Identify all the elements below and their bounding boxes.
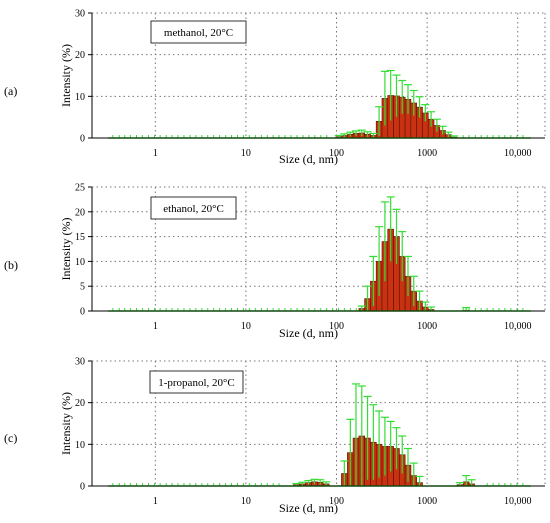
y-axis-label: Intensity (%) bbox=[59, 44, 73, 107]
x-tick-label: 1000 bbox=[417, 148, 437, 159]
x-tick-label: 1 bbox=[153, 148, 158, 159]
x-tick-label: 100 bbox=[329, 321, 344, 332]
x-axis-label: Size (d, nm) bbox=[279, 501, 338, 515]
x-tick-label: 1 bbox=[153, 321, 158, 332]
y-tick-label: 10 bbox=[75, 92, 85, 103]
y-tick-label: 25 bbox=[75, 183, 85, 194]
chart-panel-3: 0 10 20 30 1 10 100 1000 10,000 Size (d, nm) Inten… bbox=[59, 357, 546, 515]
y-tick-label: 30 bbox=[75, 357, 85, 368]
y-tick-label: 30 bbox=[75, 9, 85, 20]
x-axis-label: Size (d, nm) bbox=[279, 152, 338, 166]
panel-letter-c: (c) bbox=[4, 431, 18, 445]
annotation-box bbox=[150, 20, 247, 44]
annotation-box bbox=[149, 370, 244, 394]
x-axis-label: Size (d, nm) bbox=[279, 326, 338, 340]
annotation-label: 1-propanol, 20°C bbox=[158, 377, 235, 389]
x-tick-label: 1 bbox=[153, 496, 158, 507]
y-tick-label: 20 bbox=[75, 207, 85, 218]
y-tick-label: 10 bbox=[75, 257, 85, 268]
x-tick-label: 10 bbox=[241, 148, 251, 159]
x-tick-label: 1000 bbox=[417, 496, 437, 507]
x-tick-label: 100 bbox=[329, 496, 344, 507]
y-tick-label: 15 bbox=[75, 232, 85, 243]
y-tick-label: 5 bbox=[80, 282, 85, 293]
x-tick-label: 1000 bbox=[417, 321, 437, 332]
x-tick-label: 10,000 bbox=[504, 148, 532, 159]
panel-letter-a: (a) bbox=[4, 84, 18, 98]
x-tick-label: 10 bbox=[241, 321, 251, 332]
x-tick-label: 10,000 bbox=[504, 321, 532, 332]
chart-panel-1: 0 10 20 30 1 10 100 1000 10,000 Size (d, nm) Inten… bbox=[59, 9, 546, 166]
y-tick-label: 20 bbox=[75, 50, 85, 61]
y-axis-label: Intensity (%) bbox=[59, 392, 73, 455]
y-tick-label: 0 bbox=[80, 134, 85, 145]
y-axis-label: Intensity (%) bbox=[59, 218, 73, 281]
y-tick-label: 0 bbox=[80, 482, 85, 493]
x-tick-label: 10,000 bbox=[504, 496, 532, 507]
y-tick-label: 10 bbox=[75, 440, 85, 451]
annotation-box bbox=[150, 196, 237, 220]
chart-panel-2: 0 5 10 15 20 25 1 10 100 1000 10,000 Size (d, nm) In… bbox=[59, 183, 546, 340]
annotation-label: methanol, 20°C bbox=[164, 27, 233, 39]
x-tick-label: 100 bbox=[329, 148, 344, 159]
annotation-label: ethanol, 20°C bbox=[163, 203, 224, 215]
panel-letter-b: (b) bbox=[4, 258, 18, 272]
y-tick-label: 20 bbox=[75, 398, 85, 409]
y-tick-label: 0 bbox=[80, 307, 85, 318]
x-tick-label: 10 bbox=[241, 496, 251, 507]
